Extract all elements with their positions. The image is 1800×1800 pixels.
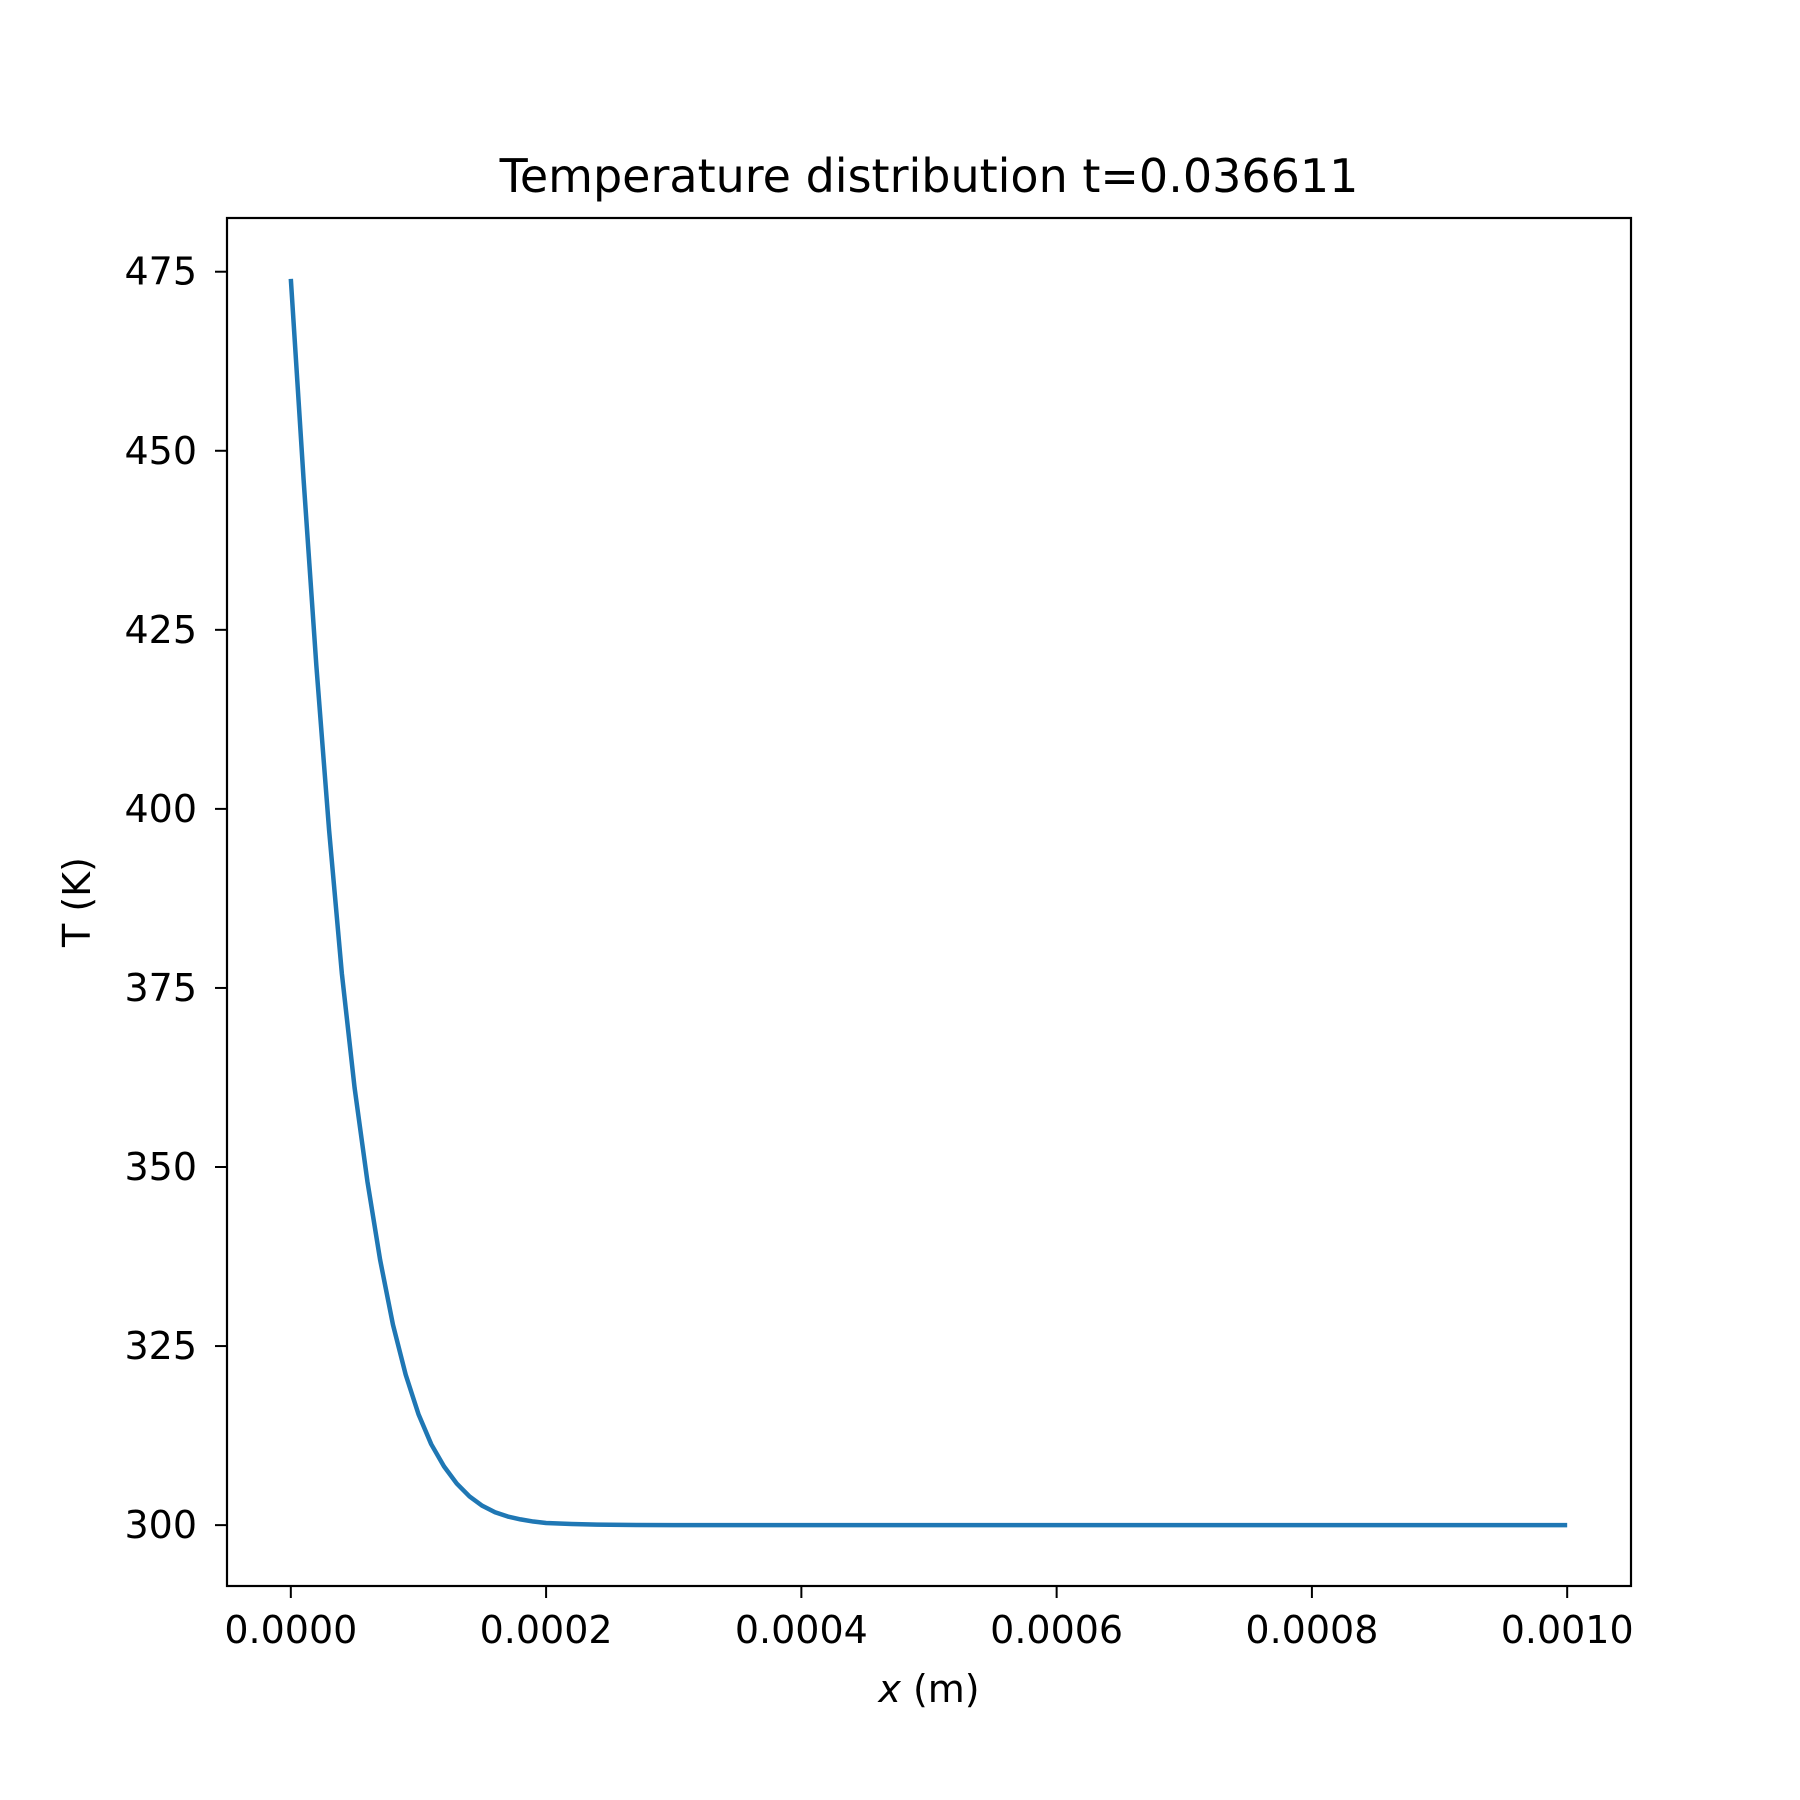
y-axis: 300 325 350 375 400 425 450 475 <box>124 250 227 1547</box>
x-tick-label: 0.0008 <box>1245 1608 1378 1652</box>
x-tick-label: 0.0000 <box>224 1608 357 1652</box>
x-tick-label: 0.0006 <box>990 1608 1123 1652</box>
y-tick-label: 325 <box>124 1324 197 1368</box>
axes-frame <box>225 216 1633 1588</box>
x-tick-label: 0.0010 <box>1501 1608 1634 1652</box>
x-tick-label: 0.0004 <box>735 1608 868 1652</box>
x-tick-label: 0.0002 <box>480 1608 613 1652</box>
series-line <box>288 278 1568 1528</box>
x-axis-label: x (m) <box>877 1667 979 1711</box>
y-tick-label: 400 <box>124 787 197 831</box>
y-tick-label: 350 <box>124 1145 197 1189</box>
plot-area <box>225 216 1633 1588</box>
x-axis: 0.0000 0.0002 0.0004 0.0006 0.0008 0.0010 <box>224 1586 1634 1652</box>
y-tick-label: 375 <box>124 966 197 1010</box>
x-axis-label-variable: x <box>877 1667 901 1711</box>
y-tick-label: 450 <box>124 429 197 473</box>
chart-title: Temperature distribution t=0.036611 <box>499 149 1359 203</box>
y-tick-label: 300 <box>124 1503 197 1547</box>
y-axis-label: T (K) <box>55 857 99 948</box>
x-axis-label-unit: (m) <box>901 1667 980 1711</box>
y-tick-label: 475 <box>124 250 197 294</box>
y-tick-label: 425 <box>124 608 197 652</box>
